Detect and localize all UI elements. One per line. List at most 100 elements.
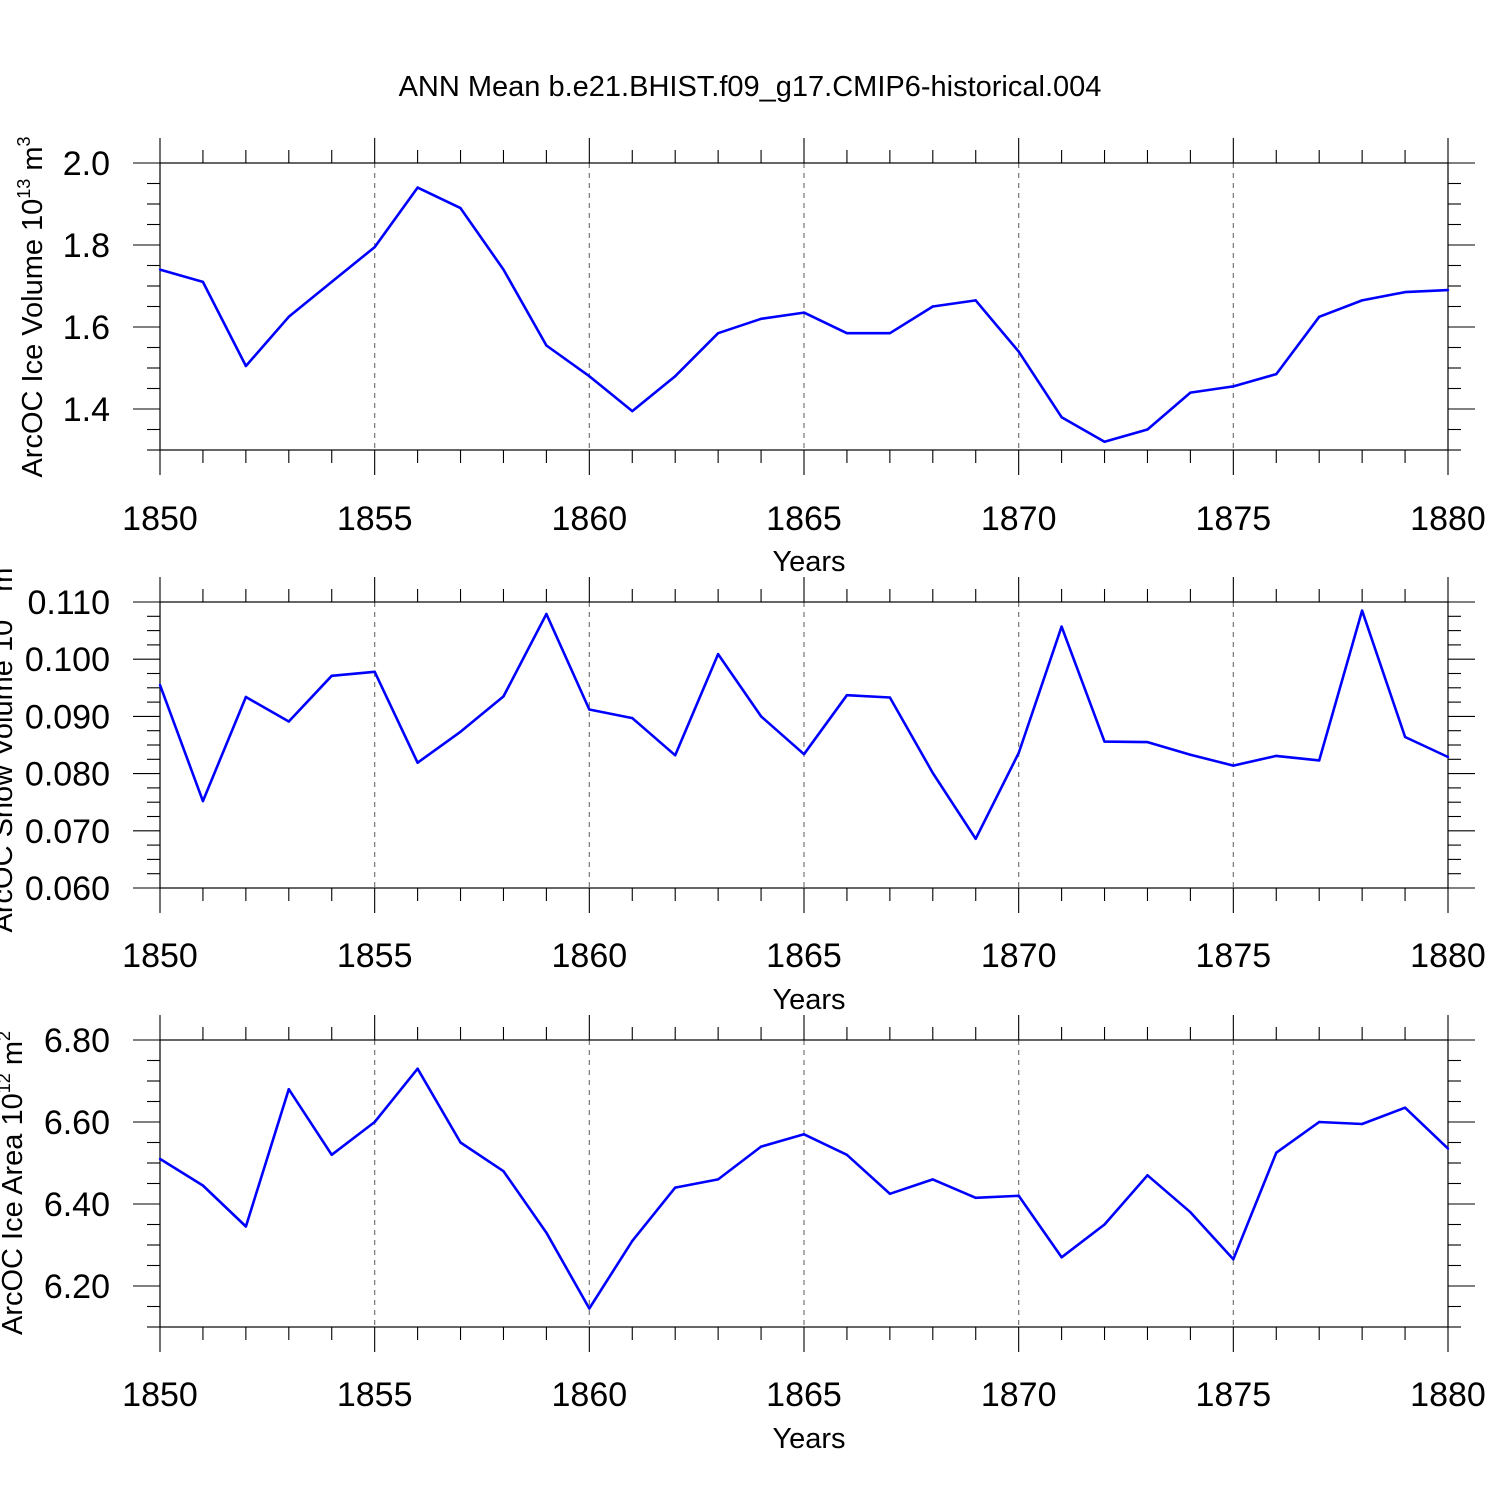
chart-panel-2: 0.060 0.070 0.080 0.090 0.100 0.110 1850 1855 18…	[0, 558, 1486, 1016]
data-point	[716, 1178, 720, 1181]
data-point	[545, 344, 548, 347]
data-point	[373, 670, 376, 673]
x-tick-label: 1860	[552, 937, 628, 975]
data-point	[1103, 440, 1106, 443]
data-point	[674, 1186, 677, 1189]
data-point	[931, 305, 934, 308]
data-point	[416, 1067, 419, 1070]
data-point	[845, 1153, 849, 1157]
data-point	[974, 299, 977, 302]
x-tick-label: 1870	[981, 1376, 1057, 1414]
data-point	[502, 695, 505, 698]
data-point	[1017, 1194, 1020, 1198]
y-axis-label: ArcOC Ice Volume 1013 m3	[14, 136, 49, 477]
y-axis-label-unit: m	[17, 146, 49, 178]
data-point	[201, 280, 205, 284]
data-point	[1103, 1223, 1106, 1226]
x-tick-label: 1850	[122, 1376, 198, 1414]
y-axis-label-unit-exponent: 3	[0, 558, 4, 568]
data-point	[416, 186, 419, 189]
data-point	[716, 652, 720, 656]
data-point	[244, 695, 248, 699]
data-point	[545, 1231, 548, 1234]
data-point	[201, 799, 205, 803]
y-tick-label: 0.070	[25, 813, 110, 851]
data-point	[1275, 754, 1278, 758]
data-point	[330, 1153, 333, 1157]
data-point	[287, 720, 290, 723]
y-tick-label: 0.100	[25, 641, 110, 679]
y-tick-label: 6.40	[44, 1186, 110, 1224]
data-point	[1360, 1122, 1364, 1126]
x-tick-label: 1855	[337, 1376, 413, 1414]
data-point	[1232, 385, 1235, 388]
data-point	[1403, 1106, 1407, 1109]
data-point	[373, 245, 376, 249]
x-axis-label: Years	[772, 546, 845, 578]
y-tick-label: 6.20	[44, 1268, 110, 1306]
x-tick-label: 1860	[552, 1376, 628, 1414]
data-point	[974, 837, 977, 841]
data-point	[1446, 288, 1450, 292]
data-point	[631, 716, 634, 720]
x-tick-label: 1880	[1410, 1376, 1486, 1414]
y-axis-label-unit: m	[0, 568, 19, 600]
y-axis-label-unit: m	[0, 1041, 29, 1073]
data-point	[287, 1088, 290, 1091]
data-point	[373, 1120, 376, 1124]
data-point	[931, 1178, 934, 1181]
data-point	[759, 1145, 763, 1148]
data-point	[244, 1225, 248, 1228]
x-tick-label: 1865	[766, 1376, 842, 1414]
data-point	[330, 674, 333, 677]
y-tick-label: 1.8	[63, 227, 110, 265]
y-tick-label: 0.110	[27, 584, 110, 622]
data-point	[974, 1196, 977, 1200]
x-tick-label: 1850	[122, 500, 198, 538]
y-axis-label-unit-exponent: 2	[0, 1031, 14, 1041]
x-tick-label: 1875	[1196, 937, 1272, 975]
data-point	[1146, 1174, 1149, 1177]
y-axis-label-exponent: 13	[14, 179, 34, 199]
x-tick-label: 1855	[337, 500, 413, 538]
data-point	[802, 1133, 806, 1136]
data-point	[716, 331, 720, 335]
data-point	[1060, 1256, 1063, 1259]
data-point	[1060, 625, 1063, 628]
x-tick-label: 1880	[1410, 500, 1486, 538]
y-axis-label-main: ArcOC Snow Volume 10	[0, 620, 19, 933]
data-point	[1017, 350, 1020, 353]
data-point	[1275, 372, 1278, 376]
x-tick-label: 1870	[981, 937, 1057, 975]
y-tick-label: 6.80	[44, 1022, 110, 1060]
data-point	[1232, 1258, 1235, 1261]
x-axis-label: Years	[772, 984, 845, 1016]
data-point	[588, 1307, 591, 1310]
data-point	[631, 409, 634, 413]
data-point	[1403, 735, 1407, 739]
data-point	[1403, 290, 1407, 294]
x-tick-label: 1860	[552, 500, 628, 538]
y-tick-label: 2.0	[63, 145, 110, 183]
y-axis-label-main: ArcOC Ice Area 10	[0, 1093, 29, 1335]
data-point	[545, 612, 548, 616]
data-point	[502, 268, 505, 271]
data-point	[287, 315, 290, 318]
data-point	[1318, 759, 1321, 762]
data-point	[802, 752, 806, 756]
data-point	[1446, 1147, 1450, 1150]
data-point	[588, 375, 591, 378]
x-tick-label: 1870	[981, 500, 1057, 538]
data-point	[888, 331, 892, 335]
y-axis-label-exponent: 13	[0, 600, 4, 620]
data-point	[845, 694, 849, 697]
y-axis-label: ArcOC Snow Volume 1013 m3	[0, 558, 19, 933]
y-tick-label: 6.60	[44, 1104, 110, 1142]
x-axis-label: Years	[772, 1423, 845, 1455]
data-point	[502, 1170, 505, 1173]
data-point	[802, 311, 806, 314]
data-point	[1017, 751, 1020, 755]
data-point	[1318, 315, 1321, 318]
data-point	[158, 268, 162, 271]
data-point	[158, 683, 162, 687]
